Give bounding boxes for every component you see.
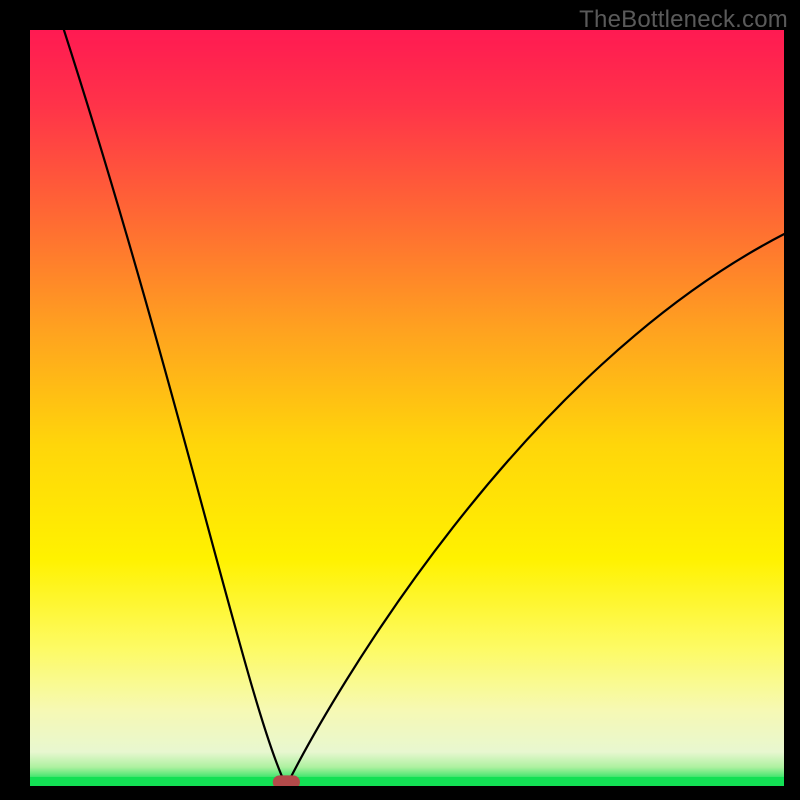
- chart-container: TheBottleneck.com: [0, 0, 800, 800]
- plot-svg: [30, 30, 784, 786]
- gradient-background: [30, 30, 784, 786]
- green-band: [30, 777, 784, 786]
- minimum-marker: [273, 775, 300, 786]
- plot-area: [30, 30, 784, 786]
